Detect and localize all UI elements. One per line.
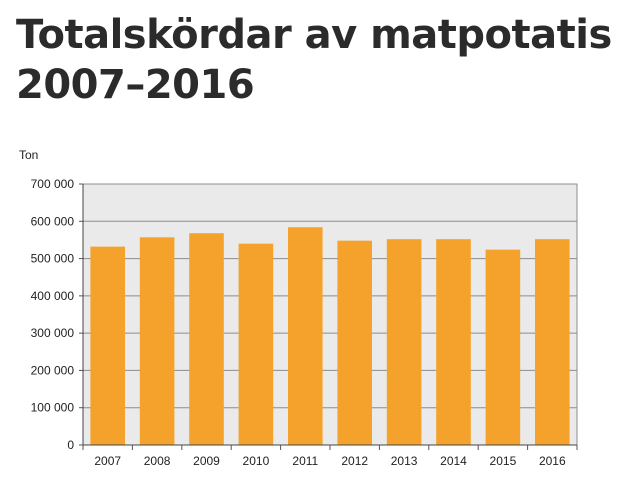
bar-2009 <box>189 233 224 445</box>
bar-2012 <box>337 240 372 445</box>
bar-2014 <box>436 239 471 445</box>
x-tick-label-2009: 2009 <box>193 454 220 468</box>
x-tick-label-2011: 2011 <box>292 454 318 468</box>
x-tick-label-2016: 2016 <box>539 454 566 468</box>
x-tick-labels: 2007 2008 2009 2010 2011 2012 2013 2014 2015 2016 <box>82 445 578 468</box>
y-tick-label: 400 000 <box>31 289 75 303</box>
bar-2015 <box>485 249 521 445</box>
y-tick-labels: 0 100 000 200 000 300 000 400 000 500 000 600 … <box>31 177 75 452</box>
bars <box>90 227 570 445</box>
y-tick-label: 300 000 <box>31 326 75 340</box>
y-tick-label: 100 000 <box>31 401 75 415</box>
x-tick-label-2013: 2013 <box>391 454 418 468</box>
chart-title-line-2: 2007–2016 <box>16 62 255 108</box>
x-tick-label-2007: 2007 <box>94 454 121 468</box>
y-tick-label: 600 000 <box>31 214 75 228</box>
y-axis-unit-label: Ton <box>19 148 39 162</box>
x-tick-label-2010: 2010 <box>243 454 270 468</box>
chart-title-line-1: Totalskördar av matpotatis <box>16 12 612 58</box>
y-tick-label: 700 000 <box>31 177 75 191</box>
y-tick-label: 500 000 <box>31 252 75 266</box>
bar-2010 <box>238 243 274 445</box>
y-tick-label: 200 000 <box>31 363 75 377</box>
x-tick-label-2008: 2008 <box>144 454 171 468</box>
bar-2007 <box>90 246 125 445</box>
bar-2011 <box>288 227 323 445</box>
x-tick-label-2014: 2014 <box>440 454 467 468</box>
x-tick-label-2015: 2015 <box>490 454 517 468</box>
bar-2008 <box>139 237 175 445</box>
y-tick-label: 0 <box>67 438 74 452</box>
bar-2013 <box>386 239 422 445</box>
bar-2016 <box>535 239 570 445</box>
chart-title: Totalskördar av matpotatis 2007–2016 <box>16 10 616 110</box>
x-tick-label-2012: 2012 <box>341 454 368 468</box>
